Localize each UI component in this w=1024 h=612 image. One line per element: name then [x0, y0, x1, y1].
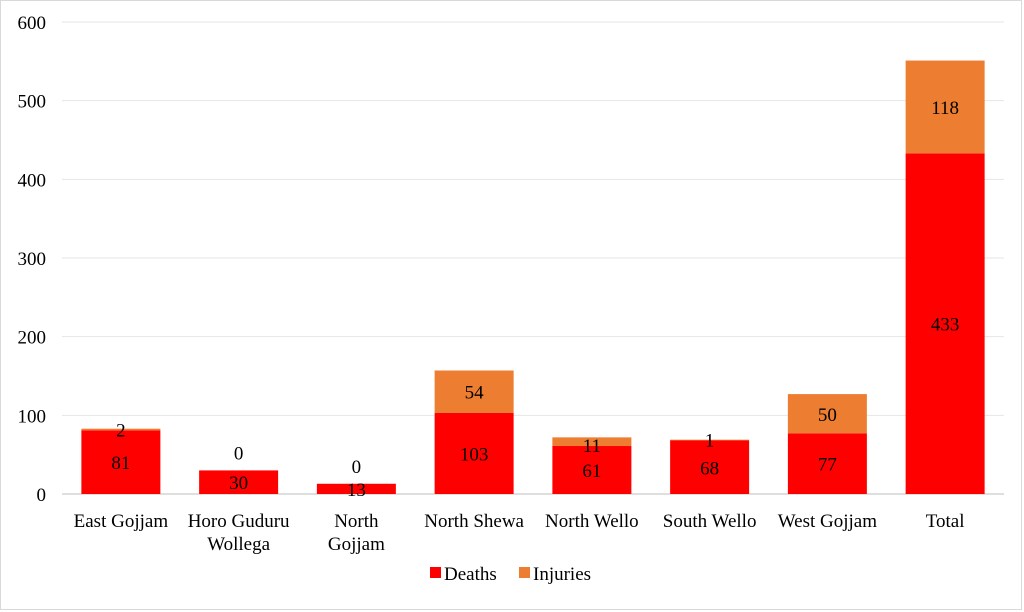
bar-deaths — [670, 440, 750, 494]
x-category-label: Horo Guduru — [188, 511, 290, 532]
y-tick-label: 600 — [18, 13, 47, 34]
bar-injuries — [905, 60, 985, 154]
y-tick-label: 0 — [37, 485, 47, 506]
bar-injuries — [434, 370, 514, 413]
bar-deaths — [905, 153, 985, 494]
data-label-deaths: 103 — [460, 444, 489, 465]
x-category-label: North — [334, 511, 379, 532]
bar-deaths — [552, 446, 632, 494]
legend-swatch-injuries — [519, 567, 530, 578]
x-category-label: West Gojjam — [778, 511, 877, 532]
y-tick-label: 100 — [18, 406, 47, 427]
data-label-deaths: 81 — [111, 453, 130, 474]
data-label-deaths: 61 — [582, 461, 601, 482]
data-label-injuries: 50 — [818, 405, 837, 426]
data-label-injuries: 1 — [705, 431, 715, 452]
legend-swatch-deaths — [430, 567, 441, 578]
data-label-injuries: 11 — [583, 436, 601, 457]
bar-injuries — [787, 394, 867, 434]
bar-deaths — [199, 470, 279, 494]
y-tick-label: 200 — [18, 328, 47, 349]
bar-injuries — [552, 437, 632, 447]
data-label-deaths: 13 — [347, 480, 366, 501]
data-label-deaths: 68 — [700, 458, 719, 479]
x-category-label: North Wello — [545, 511, 639, 532]
data-label-injuries: 54 — [465, 383, 485, 404]
bar-deaths — [81, 430, 161, 494]
x-category-label: Total — [926, 511, 965, 532]
x-category-label: North Shewa — [424, 511, 524, 532]
data-label-deaths: 433 — [931, 315, 960, 336]
y-tick-label: 300 — [18, 249, 47, 270]
bar-deaths — [316, 483, 396, 494]
y-tick-label: 400 — [18, 170, 47, 191]
data-label-deaths: 30 — [229, 473, 248, 494]
legend-label-deaths: Deaths — [444, 564, 497, 585]
data-label-deaths: 77 — [818, 455, 837, 476]
y-tick-label: 500 — [18, 92, 47, 113]
bar-deaths — [434, 412, 514, 494]
data-label-injuries: 118 — [931, 98, 959, 119]
bar-injuries — [670, 439, 750, 441]
data-label-injuries: 0 — [234, 443, 244, 464]
data-label-injuries: 2 — [116, 420, 126, 441]
x-category-label: Gojjam — [328, 534, 385, 555]
bar-deaths — [787, 433, 867, 494]
legend-label-injuries: Injuries — [533, 564, 591, 585]
data-label-injuries: 0 — [352, 457, 362, 478]
x-category-label: East Gojjam — [74, 511, 169, 532]
x-category-label: South Wello — [663, 511, 757, 532]
x-category-label: Wollega — [207, 534, 270, 555]
bar-injuries — [81, 428, 161, 431]
